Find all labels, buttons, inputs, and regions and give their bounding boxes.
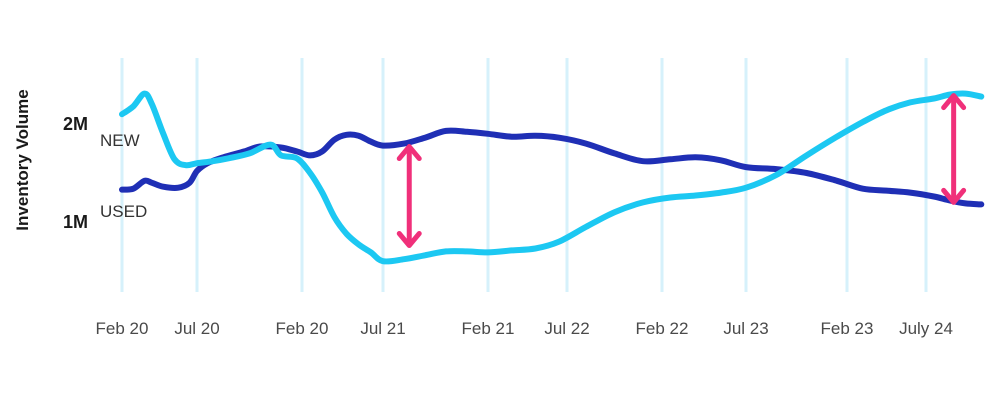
series-line-used [119,90,985,265]
gap-double-arrow [396,144,422,249]
gap-double-arrow [941,93,967,205]
gap-annotations [396,93,967,249]
x-tick-label: Feb 20 [96,319,149,338]
x-tick-label: Feb 22 [636,319,689,338]
x-tick-label: Jul 20 [174,319,219,338]
y-tick-label: 1M [63,212,88,232]
series-label-new: NEW [100,131,140,150]
series-line-new [119,127,985,208]
x-tick-label: Feb 21 [462,319,515,338]
x-tick-label: Jul 22 [544,319,589,338]
x-tick-label: Jul 21 [360,319,405,338]
x-tick-label: Feb 23 [821,319,874,338]
x-tick-label: July 24 [899,319,953,338]
x-tick-label: Feb 20 [276,319,329,338]
x-axis: Feb 20 Jul 20 Feb 20 Jul 21 Feb 21 Jul 22 Feb … [96,319,953,338]
x-tick-label: Jul 23 [723,319,768,338]
y-tick-label: 2M [63,114,88,134]
series-labels: NEW USED [100,131,147,221]
y-axis: Inventory Volume 2M 1M [13,89,88,232]
series-label-used: USED [100,202,147,221]
y-axis-title: Inventory Volume [13,89,32,230]
series-lines [119,90,985,265]
vertical-gridlines [120,58,928,292]
